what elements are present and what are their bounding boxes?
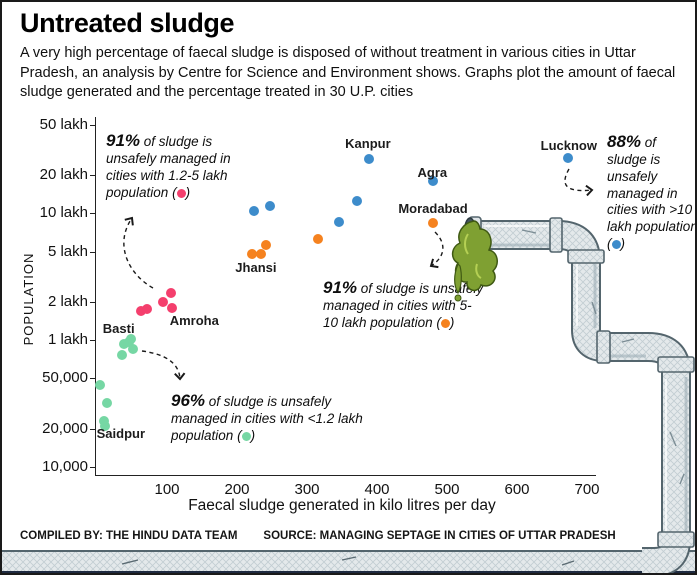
y-tick-mark (90, 340, 96, 342)
data-point (248, 205, 259, 216)
data-point (94, 380, 105, 391)
city-label: Kanpur (345, 136, 391, 152)
x-tick-label: 600 (504, 481, 530, 498)
city-label: Moradabad (398, 201, 468, 217)
data-point (166, 288, 177, 299)
annotation-percentage: 96% (171, 391, 206, 410)
data-point (157, 297, 168, 308)
x-tick-label: 500 (434, 481, 460, 498)
city-label: Basti (102, 320, 135, 336)
y-tick-mark (90, 251, 96, 253)
plot-area: Kanpur Agra Lucknow Moradabad Jhansi Amroha Ba… (94, 117, 597, 475)
data-point (101, 397, 112, 408)
data-point (428, 218, 438, 228)
y-tick-mark (90, 302, 96, 304)
y-tick-label: 50 lakh (39, 115, 88, 133)
annotation-percentage: 91% (106, 131, 141, 150)
data-point (118, 339, 129, 350)
data-point (428, 176, 438, 187)
data-point (246, 249, 257, 260)
data-point (313, 233, 324, 244)
legend-dot-blue (611, 239, 621, 249)
data-point (333, 217, 344, 228)
annotation-text: of sludge is unsafely managed in cities … (171, 394, 363, 443)
page-subtitle: A very high percentage of faecal sludge … (20, 45, 676, 101)
x-tick-label: 100 (154, 481, 180, 498)
pipe-coupling (657, 356, 695, 373)
pipe-coupling (657, 531, 695, 548)
y-tick-label: 20 lakh (39, 166, 88, 184)
bottom-pipe (2, 550, 695, 573)
data-point (255, 248, 266, 259)
y-tick-mark (90, 124, 96, 126)
data-point (128, 344, 139, 355)
x-tick-label: 200 (224, 481, 250, 498)
city-label: Amroha (169, 313, 219, 329)
annotation-under-1-2-lakh: 96% of sludge is unsafely managed in cit… (171, 391, 363, 443)
data-point (99, 421, 110, 432)
y-tick-mark (90, 467, 96, 468)
city-label: Agra (417, 165, 448, 181)
x-tick-label: 300 (294, 481, 320, 498)
data-point (124, 336, 135, 347)
annotation-5-to-10-lakh: 91% of sludge is unsafely managed in cit… (323, 278, 484, 330)
y-tick-mark (90, 428, 96, 430)
y-tick-label: 10,000 (42, 458, 88, 475)
data-point (260, 240, 271, 251)
annotation-text: of sludge is unsafely managed in cities … (106, 134, 231, 200)
y-tick-mark (90, 175, 96, 177)
data-point (136, 305, 147, 316)
data-point (563, 152, 574, 163)
legend-dot-orange (440, 318, 450, 328)
annotation-over-10-lakh: 88% of sludge is unsafely managed in cit… (607, 132, 697, 251)
data-point (364, 153, 375, 164)
legend-dot-pink (176, 188, 186, 198)
data-point (264, 200, 275, 211)
page-title: Untreated sludge (20, 8, 235, 38)
pipe-coupling (596, 330, 611, 364)
data-point (351, 196, 362, 207)
footer: COMPILED BY: THE HINDU DATA TEAM SOURCE:… (20, 530, 616, 542)
y-tick-label: 20,000 (42, 419, 88, 437)
source-credit: SOURCE: MANAGING SEPTAGE IN CITIES OF UT… (263, 530, 616, 542)
x-axis-title: Faecal sludge generated in kilo litres p… (188, 497, 496, 514)
y-axis-line (95, 117, 96, 475)
city-label: Saidpur (96, 425, 146, 441)
x-tick-label: 700 (574, 481, 600, 498)
compiled-by-credit: COMPILED BY: THE HINDU DATA TEAM (20, 530, 238, 542)
y-tick-mark (90, 213, 96, 215)
y-tick-label: 50,000 (42, 369, 88, 387)
data-point (99, 416, 109, 427)
x-axis-line (95, 475, 596, 476)
y-tick-mark (90, 378, 96, 380)
y-tick-label: 10 lakh (39, 204, 88, 222)
city-label: Jhansi (235, 260, 277, 276)
annotation-percentage: 91% (323, 278, 358, 297)
city-label: Lucknow (540, 138, 597, 154)
y-tick-label: 2 lakh (47, 293, 88, 311)
data-point (117, 349, 128, 360)
data-point (141, 304, 152, 315)
annotation-percentage: 88% (607, 132, 642, 151)
data-point (166, 302, 177, 313)
y-tick-label: 1 lakh (47, 331, 88, 349)
x-tick-label: 400 (364, 481, 390, 498)
legend-dot-green (241, 431, 251, 441)
annotation-1-2-to-5-lakh: 91% of sludge is unsafely managed in cit… (106, 131, 231, 200)
y-tick-label: 5 lakh (47, 242, 88, 260)
